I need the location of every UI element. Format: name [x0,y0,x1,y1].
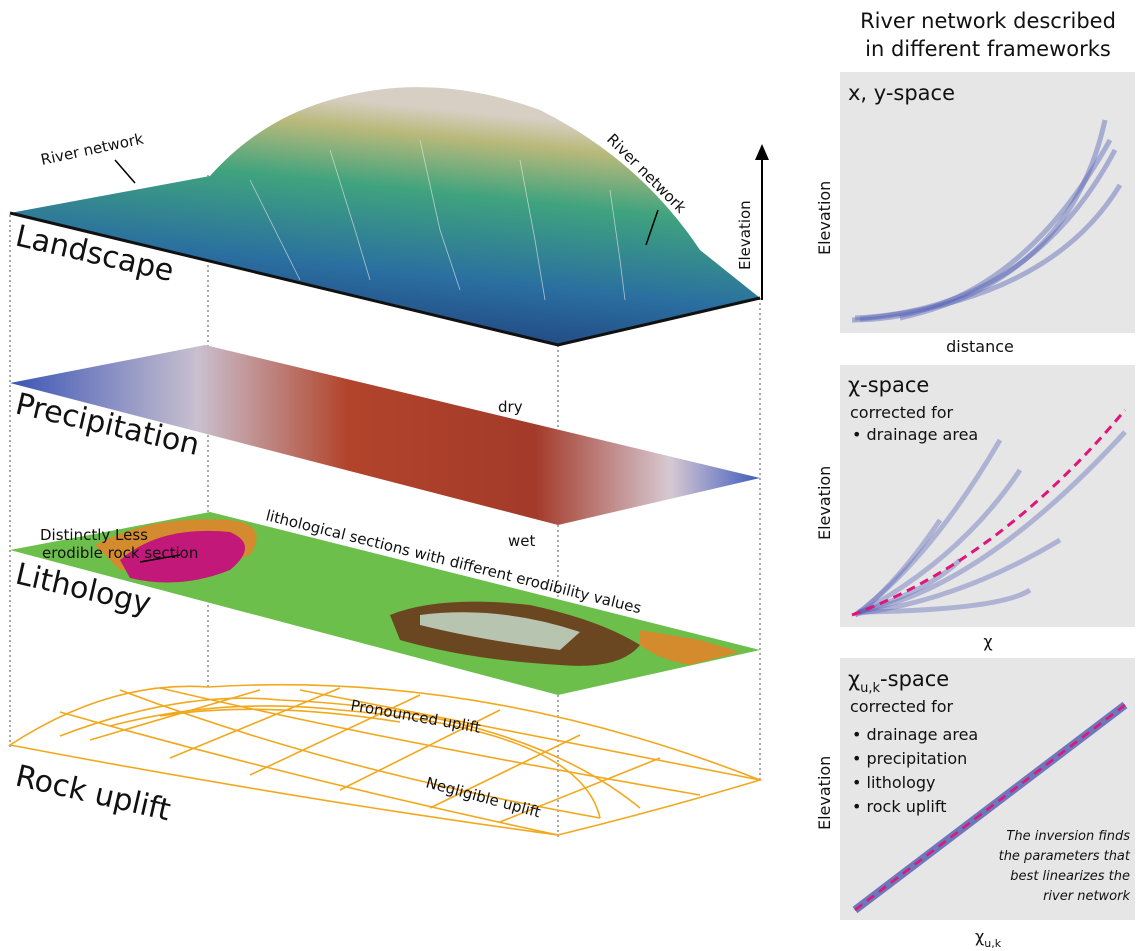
y-label: Elevation [815,466,834,540]
annotation: Distinctly Less [40,526,148,544]
item: • drainage area [852,725,978,744]
subtitle: corrected for [850,403,954,422]
pointer [115,160,135,183]
title: River network described [860,9,1116,33]
annotation: dry [498,398,523,416]
text: χ [975,927,984,946]
note-line: best linearizes the [1010,869,1130,884]
text: -space [880,667,949,691]
text: u,k [860,681,880,696]
x-label: χu,k [975,927,1002,950]
annotation: River network [39,130,145,169]
panel-title: x, y-space [848,81,955,105]
text: χ [848,667,860,691]
y-label: Elevation [815,756,834,830]
annotation: Pronounced uplift [349,696,482,737]
x-label: distance [946,337,1014,356]
x-label: χ [983,632,992,651]
annotation: Negligible uplift [424,773,543,821]
panel-title: χ-space [848,373,929,397]
item: • lithology [852,773,935,792]
landscape-surface [10,87,760,345]
note-line: the parameters that [999,849,1131,864]
text: u,k [984,937,1001,950]
elevation-label: Elevation [736,200,754,270]
elevation-arrow [755,144,769,160]
figure: Elevation River network River network La… [0,0,1142,951]
layer-label: Rock uplift [12,759,174,829]
annotation: erodible rock section [42,544,198,562]
page: Elevation River network River network La… [0,0,1142,951]
item: • rock uplift [852,797,947,816]
title: in different frameworks [865,37,1111,61]
subtitle: corrected for [850,697,954,716]
item: • drainage area [852,425,978,444]
panel [840,72,1135,333]
note-line: The inversion finds [1006,829,1130,844]
y-label: Elevation [815,181,834,255]
note-line: river network [1043,889,1130,904]
annotation: wet [508,532,535,550]
item: • precipitation [852,749,967,768]
